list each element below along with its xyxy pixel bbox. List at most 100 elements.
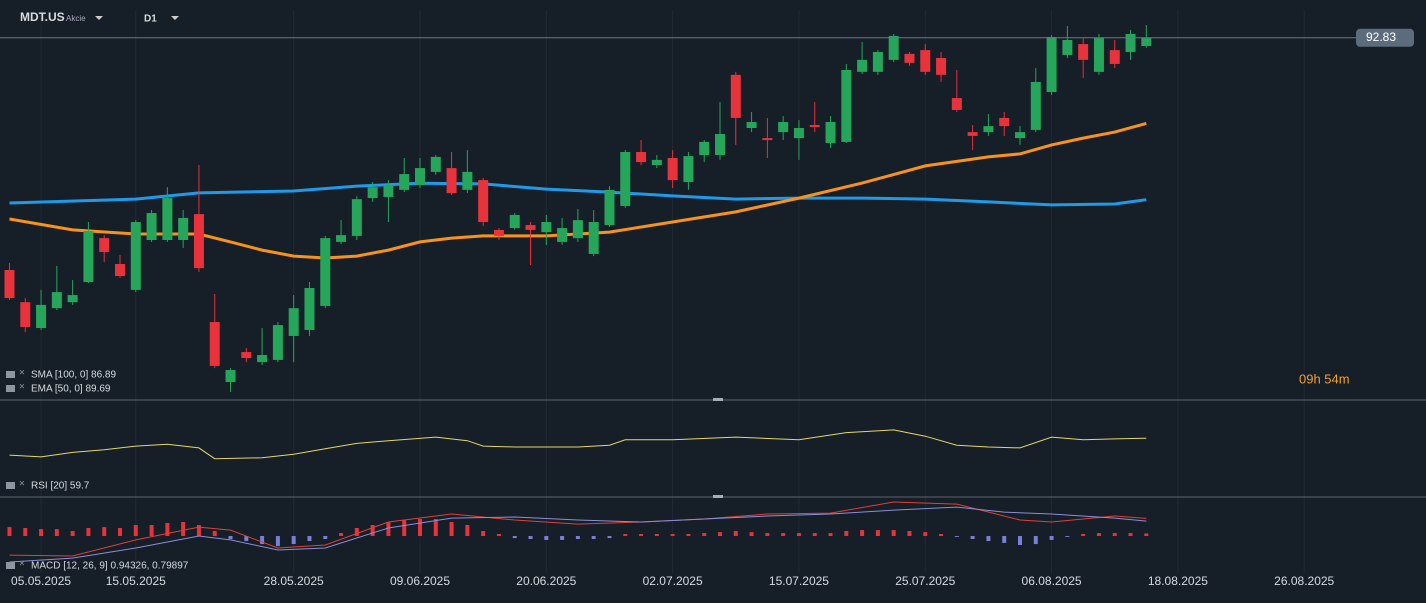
candle-body bbox=[1125, 33, 1136, 52]
candle-body bbox=[415, 168, 425, 185]
candle-body bbox=[651, 159, 662, 166]
indicator-line bbox=[9, 181, 1147, 207]
histogram-bar bbox=[765, 533, 770, 537]
histogram-bar bbox=[1065, 536, 1070, 537]
candle-body bbox=[304, 287, 315, 330]
dropdown-arrow[interactable] bbox=[171, 16, 179, 20]
histogram-bar bbox=[512, 536, 517, 539]
histogram-bar bbox=[733, 530, 738, 537]
histogram-bar bbox=[796, 533, 801, 537]
candle-body bbox=[83, 231, 94, 282]
histogram-bar bbox=[449, 522, 454, 537]
histogram-bar bbox=[339, 533, 344, 537]
legend-icon[interactable] bbox=[6, 385, 15, 392]
histogram-bar bbox=[1096, 533, 1101, 537]
legend-close[interactable]: × bbox=[19, 368, 25, 379]
candle-body bbox=[462, 171, 473, 190]
x-tick-label: 18.08.2025 bbox=[1148, 574, 1208, 588]
indicator-line bbox=[9, 501, 1147, 557]
histogram-bar bbox=[591, 536, 596, 540]
timeframe[interactable]: D1 bbox=[144, 14, 157, 25]
x-tick-label: 09.06.2025 bbox=[390, 574, 450, 588]
histogram-bar bbox=[1002, 536, 1007, 543]
histogram-bar bbox=[307, 536, 312, 542]
candle-body bbox=[888, 35, 899, 60]
resize-handle[interactable] bbox=[713, 398, 723, 401]
candle-body bbox=[130, 222, 141, 290]
legend-close[interactable]: × bbox=[19, 559, 25, 570]
candle-body bbox=[399, 174, 410, 190]
candle-body bbox=[1062, 39, 1073, 55]
histogram-bar bbox=[418, 519, 422, 537]
candle-body bbox=[146, 213, 157, 241]
legend-entry: RSI [20] 59.7 bbox=[31, 481, 90, 492]
histogram-bar bbox=[402, 519, 407, 537]
candle-body bbox=[162, 198, 173, 241]
dropdown-arrow[interactable] bbox=[95, 16, 103, 20]
candle-body bbox=[636, 151, 647, 163]
candle-body bbox=[1015, 132, 1025, 139]
histogram-bar bbox=[544, 536, 549, 540]
symbol[interactable]: MDT.US bbox=[20, 10, 65, 24]
histogram-bar bbox=[686, 533, 691, 537]
candle-body bbox=[1046, 36, 1057, 93]
asset-type: Akcie bbox=[66, 14, 86, 23]
candle-body bbox=[557, 228, 568, 242]
histogram-bar bbox=[1033, 536, 1038, 545]
candle-body bbox=[967, 132, 978, 136]
candle-body bbox=[1093, 38, 1104, 72]
candle-body bbox=[351, 199, 362, 236]
candle-body bbox=[36, 304, 47, 329]
histogram-bar bbox=[828, 533, 833, 537]
histogram-bar bbox=[670, 533, 675, 537]
candle-body bbox=[572, 220, 583, 239]
legend-close[interactable]: × bbox=[19, 382, 25, 393]
candle-body bbox=[509, 214, 520, 229]
plot bbox=[0, 24, 1356, 563]
histogram-bar bbox=[560, 536, 565, 540]
histogram-bar bbox=[860, 530, 865, 537]
candle-body bbox=[99, 238, 110, 253]
candle-body bbox=[667, 157, 678, 181]
indicator-line bbox=[9, 506, 1147, 563]
legend-entry: MACD [12, 26, 9] 0.94326, 0.79897 bbox=[31, 561, 189, 572]
candle-body bbox=[225, 370, 236, 383]
histogram-bar bbox=[323, 536, 328, 540]
histogram-bar bbox=[954, 536, 959, 537]
legend-icon[interactable] bbox=[6, 371, 15, 378]
histogram-bar bbox=[844, 530, 849, 537]
indicator-line bbox=[9, 429, 1147, 460]
candle-body bbox=[193, 214, 204, 269]
histogram-bar bbox=[118, 527, 122, 537]
candle-body bbox=[525, 225, 536, 230]
histogram-bar bbox=[639, 533, 644, 537]
histogram-bar bbox=[149, 525, 154, 537]
candle-body bbox=[336, 235, 347, 242]
histogram-bar bbox=[654, 533, 659, 537]
candle-body bbox=[257, 355, 268, 363]
legend-icon[interactable] bbox=[6, 482, 15, 489]
candle-body bbox=[904, 53, 915, 63]
histogram-bar bbox=[1049, 536, 1054, 540]
histogram-bar bbox=[354, 527, 359, 537]
candle-body bbox=[446, 168, 457, 194]
candle-body bbox=[178, 217, 189, 241]
legend-entry: SMA [100, 0] 86.89 bbox=[31, 370, 116, 381]
legend-close[interactable]: × bbox=[19, 479, 25, 490]
histogram-bar bbox=[54, 529, 59, 537]
histogram-bar bbox=[939, 533, 944, 537]
histogram-bar bbox=[575, 536, 580, 540]
x-tick-label: 02.07.2025 bbox=[643, 574, 703, 588]
resize-handle[interactable] bbox=[713, 495, 723, 498]
countdown: 09h 54m bbox=[1299, 371, 1350, 386]
legend-entry: EMA [50, 0] 89.69 bbox=[31, 384, 111, 395]
x-tick-label: 06.08.2025 bbox=[1022, 574, 1082, 588]
candle-body bbox=[936, 57, 947, 75]
x-tick-label: 26.08.2025 bbox=[1274, 574, 1334, 588]
legend-icon[interactable] bbox=[6, 562, 15, 569]
histogram-bar bbox=[291, 536, 296, 545]
candle-body bbox=[1109, 50, 1120, 64]
candle-body bbox=[620, 151, 631, 206]
price-tag-label: 92.83 bbox=[1366, 30, 1396, 44]
candle-body bbox=[683, 156, 694, 182]
